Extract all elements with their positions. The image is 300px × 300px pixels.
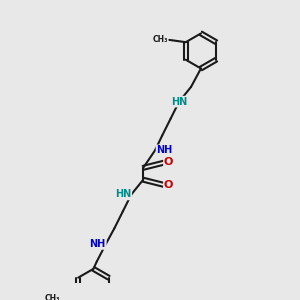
Text: NH: NH — [90, 239, 106, 249]
Text: HN: HN — [115, 189, 131, 200]
Text: O: O — [164, 180, 173, 190]
Text: NH: NH — [90, 239, 106, 249]
Text: O: O — [164, 157, 173, 167]
Text: HN: HN — [171, 97, 187, 106]
Text: O: O — [164, 180, 173, 190]
Text: NH: NH — [157, 145, 173, 155]
Text: HN: HN — [171, 97, 187, 106]
Text: CH₃: CH₃ — [152, 34, 168, 43]
Text: CH₃: CH₃ — [45, 294, 60, 300]
Text: NH: NH — [157, 145, 173, 155]
Text: HN: HN — [115, 189, 131, 200]
Text: O: O — [164, 157, 173, 167]
